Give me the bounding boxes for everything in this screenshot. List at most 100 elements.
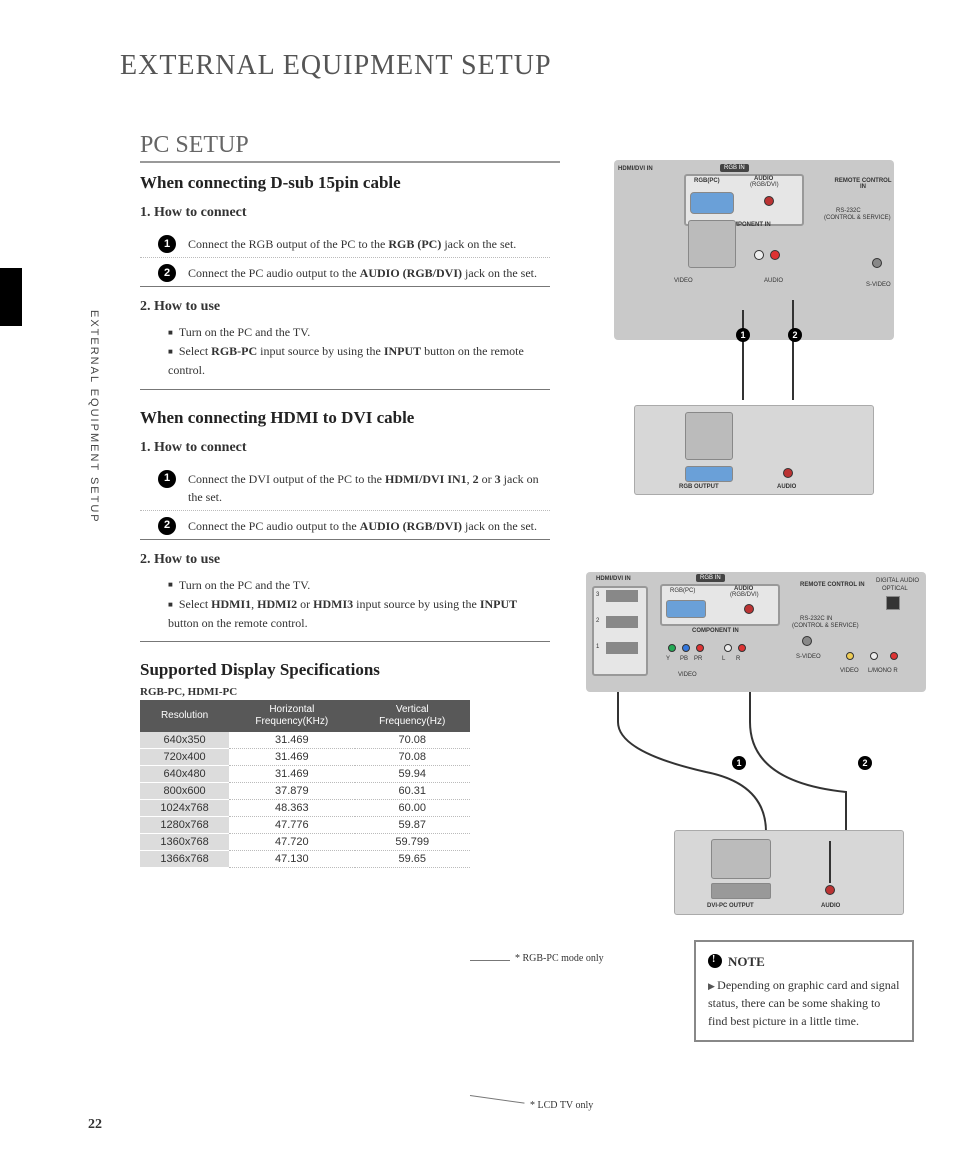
hdmi-2: 2 [596,618,599,624]
hdmi-step-2: 2 Connect the PC audio output to the AUD… [140,511,550,540]
rgb-pc-label: RGB(PC) [694,178,720,184]
l-jack [754,250,764,260]
cell-vfreq: 59.65 [355,851,471,868]
cable-audio [792,300,794,400]
cell-vfreq: 70.08 [355,732,471,749]
diagram2-badge-2: 2 [858,756,872,770]
rs232-sub-label: (CONTROL & SERVICE) [824,215,891,221]
diagram1-badge-1: 1 [736,328,750,342]
cell-resolution: 640x350 [140,732,229,749]
hdmi-step-1: 1 Connect the DVI output of the PC to th… [140,464,550,511]
dsub-use-2: Select RGB-PC input source by using the … [168,342,550,380]
pb-label: PB [680,656,688,662]
step-badge-1: 1 [158,470,176,488]
hdmi-dvi-in-label-2: HDMI/DVI IN [596,576,631,582]
r-jack-2 [738,644,746,652]
cell-hfreq: 47.776 [229,817,354,834]
cell-hfreq: 31.469 [229,749,354,766]
dvi-connector [711,839,771,879]
note-body: Depending on graphic card and signal sta… [708,976,900,1030]
specs-heading: Supported Display Specifications [140,660,580,680]
y-label: Y [666,656,670,662]
audio-lr-label: L/MONO R [868,668,898,674]
svideo-jack-2 [802,636,812,646]
cell-hfreq: 31.469 [229,732,354,749]
vga-port-icon [690,192,734,214]
hdmi-use-block: Turn on the PC and the TV. Select HDMI1,… [140,576,550,643]
hdmi-port-3 [606,590,638,602]
audio-sub-label: (RGB/DVI) [750,182,779,188]
vga-connector-bottom [685,412,733,460]
remote-label: REMOTE CONTROL IN [832,178,894,190]
hdmi-use-1: Turn on the PC and the TV. [168,576,550,595]
pr-label: PR [694,656,702,662]
col-vertical: VerticalFrequency(Hz) [355,700,471,732]
lmono-jack [870,652,878,660]
cell-hfreq: 31.469 [229,766,354,783]
table-row: 1366x76847.13059.65 [140,851,470,868]
video-label: VIDEO [674,278,693,284]
pc-setup-heading: PC SETUP [140,132,560,163]
r-jack-3 [890,652,898,660]
step-badge-2: 2 [158,264,176,282]
rgb-in-label: RGB IN [720,164,749,172]
rs232-label-2: RS-232C IN [800,616,832,622]
content-column: PC SETUP When connecting D-sub 15pin cab… [140,132,580,868]
optical-label: OPTICAL [882,586,908,592]
hdmi-3: 3 [596,592,599,598]
page-title: EXTERNAL EQUIPMENT SETUP [120,50,894,82]
audio-out-label-1: AUDIO [777,484,796,490]
pc-device-box-2: DVI-PC OUTPUT AUDIO [674,830,904,915]
cell-resolution: 720x400 [140,749,229,766]
hdmi-heading: When connecting HDMI to DVI cable [140,408,580,428]
cell-hfreq: 37.879 [229,783,354,800]
pr-jack-2 [696,644,704,652]
table-row: 1360x76847.72059.799 [140,834,470,851]
hdmi-connect-title: 1. How to connect [140,440,580,456]
svideo-jack-icon [872,258,882,268]
hdmi-use-title: 2. How to use [140,552,580,568]
dsub-use-block: Turn on the PC and the TV. Select RGB-PC… [140,323,550,390]
page-number: 22 [88,1117,102,1133]
diagram2-badge-1: 1 [732,756,746,770]
cable-rgb [742,310,744,400]
col-resolution: Resolution [140,700,229,732]
table-row: 1280x76847.77659.87 [140,817,470,834]
table-row: 640x35031.46970.08 [140,732,470,749]
audio-sub-label-2: (RGB/DVI) [730,592,759,598]
vga-connector-top [688,220,736,268]
video-label-3: VIDEO [840,668,859,674]
specs-mode-label: RGB-PC, HDMI-PC [140,686,580,698]
page-edge-tab [0,268,22,326]
l-label: L [722,656,725,662]
dsub-heading: When connecting D-sub 15pin cable [140,173,580,193]
audio-out-jack-1 [783,468,793,478]
vga-port-bottom [685,466,733,482]
l-jack-2 [724,644,732,652]
hdmi-port-2 [606,616,638,628]
hdmi-port-1 [606,642,638,654]
rgb-in-label-2: RGB IN [696,574,725,582]
pb-jack-2 [682,644,690,652]
table-row: 720x40031.46970.08 [140,749,470,766]
side-section-label: EXTERNAL EQUIPMENT SETUP [88,310,100,524]
remote-label-2: REMOTE CONTROL IN [800,582,865,588]
rs232-label: RS-232C [836,208,861,214]
footnote-lcd: * LCD TV only [530,1100,593,1111]
cell-hfreq: 47.720 [229,834,354,851]
hdmi-1: 1 [596,644,599,650]
y-jack-2 [668,644,676,652]
audio-jack-2 [744,604,754,614]
diagram-dsub-panel: RGB IN RGB(PC) AUDIO (RGB/DVI) HDMI/DVI … [614,160,894,340]
audio-out-jack-2 [825,885,835,895]
cell-vfreq: 60.31 [355,783,471,800]
hdmi-dvi-in-label: HDMI/DVI IN [618,166,653,172]
cell-vfreq: 60.00 [355,800,471,817]
hdmi-use-2: Select HDMI1, HDMI2 or HDMI3 input sourc… [168,595,550,633]
component-in-label-2: COMPONENT IN [692,628,739,634]
dsub-step-2: 2 Connect the PC audio output to the AUD… [140,258,550,287]
step-badge-2: 2 [158,517,176,535]
dsub-step-2-text: Connect the PC audio output to the AUDIO… [188,264,537,282]
dvi-port-shape [711,883,771,899]
step-badge-1: 1 [158,235,176,253]
